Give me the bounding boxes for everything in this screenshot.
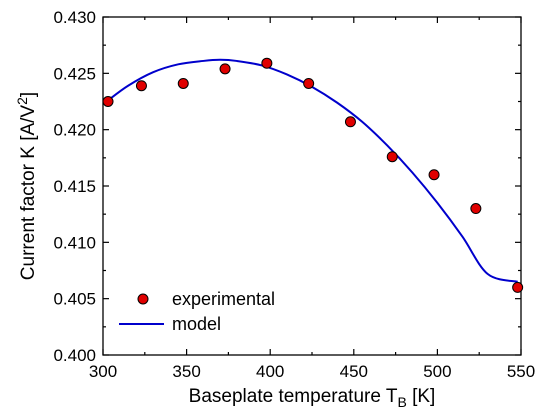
experimental-point	[428, 169, 440, 181]
x-tick-label: 450	[340, 362, 368, 381]
x-tick-label: 550	[507, 362, 535, 381]
experimental-point	[261, 57, 273, 69]
model-line	[107, 58, 518, 283]
legend: experimental model	[119, 289, 275, 334]
experimental-points	[102, 57, 524, 293]
experimental-point	[177, 77, 189, 89]
y-tick-label: 0.405	[53, 290, 96, 309]
experimental-point	[386, 151, 398, 163]
experimental-point	[303, 77, 315, 89]
experimental-point	[135, 80, 147, 92]
x-tick-label: 300	[89, 362, 117, 381]
experimental-point	[470, 203, 482, 215]
experimental-point	[512, 281, 524, 293]
y-tick-label: 0.425	[53, 64, 96, 83]
experimental-point	[219, 63, 231, 75]
y-tick-label: 0.400	[53, 346, 96, 365]
legend-label-model: model	[172, 314, 221, 334]
x-axis-title: Baseplate temperature TB [K]	[189, 386, 436, 410]
experimental-point	[344, 116, 356, 128]
y-tick-label: 0.415	[53, 177, 96, 196]
experimental-point	[102, 96, 114, 107]
y-tick-label: 0.430	[53, 8, 96, 27]
x-tick-label: 500	[423, 362, 451, 381]
y-axis: 0.400 0.405 0.410 0.415 0.420 0.425 0.430	[53, 8, 521, 365]
y-axis-title: Current factor K [A/V2]	[14, 92, 39, 280]
legend-label-experimental: experimental	[172, 289, 275, 309]
y-tick-label: 0.410	[53, 233, 96, 252]
legend-marker-experimental	[137, 293, 149, 305]
x-tick-label: 400	[256, 362, 284, 381]
y-tick-label: 0.420	[53, 121, 96, 140]
x-tick-label: 350	[172, 362, 200, 381]
x-axis: 300 350 400 450 500 550	[89, 17, 535, 381]
